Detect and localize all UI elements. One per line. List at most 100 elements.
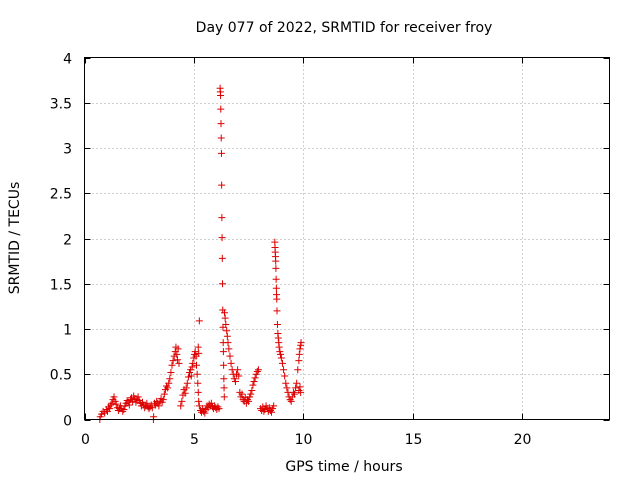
x-tick-label: 20 bbox=[514, 432, 532, 448]
data-point bbox=[218, 214, 226, 222]
data-point bbox=[254, 366, 262, 374]
data-point bbox=[223, 332, 231, 340]
data-point bbox=[297, 339, 305, 347]
data-point bbox=[167, 368, 175, 376]
data-point bbox=[125, 401, 133, 409]
data-point bbox=[218, 254, 226, 262]
data-point bbox=[272, 284, 280, 292]
data-point bbox=[145, 405, 153, 413]
data-point bbox=[166, 375, 174, 383]
data-point bbox=[217, 134, 225, 142]
data-point bbox=[114, 406, 122, 414]
data-point bbox=[168, 361, 176, 369]
data-point bbox=[224, 339, 232, 347]
data-point bbox=[219, 280, 227, 288]
data-point bbox=[231, 377, 239, 385]
data-point bbox=[294, 366, 302, 374]
data-point bbox=[217, 120, 225, 128]
data-point bbox=[278, 359, 286, 367]
data-point bbox=[112, 400, 120, 408]
data-point bbox=[141, 404, 149, 412]
chart-title: Day 077 of 2022, SRMTID for receiver fro… bbox=[196, 20, 493, 36]
data-point bbox=[217, 92, 225, 100]
data-point bbox=[270, 402, 278, 410]
data-point bbox=[283, 384, 291, 392]
data-point bbox=[220, 384, 228, 392]
data-point bbox=[297, 388, 305, 396]
data-point bbox=[287, 397, 295, 405]
data-point bbox=[250, 377, 258, 385]
y-axis-label: SRMTID / TECUs bbox=[7, 182, 23, 295]
data-point bbox=[272, 275, 280, 283]
data-point bbox=[174, 345, 182, 353]
data-point bbox=[217, 105, 225, 113]
data-point bbox=[220, 361, 228, 369]
data-point bbox=[248, 387, 256, 395]
data-point bbox=[218, 234, 226, 242]
data-point bbox=[226, 352, 234, 360]
data-point bbox=[164, 384, 172, 392]
x-tick-label: 5 bbox=[190, 432, 199, 448]
data-point bbox=[110, 393, 118, 401]
x-tick-labels: 0 5 10 15 20 bbox=[81, 432, 531, 448]
data-point bbox=[238, 390, 246, 398]
data-point bbox=[273, 307, 281, 315]
data-point bbox=[187, 372, 195, 380]
data-point bbox=[247, 390, 255, 398]
data-point bbox=[272, 264, 280, 272]
data-point bbox=[245, 397, 253, 405]
data-point bbox=[195, 317, 203, 325]
data-point bbox=[194, 343, 202, 351]
data-point bbox=[291, 390, 298, 398]
x-tick-label: 15 bbox=[405, 432, 423, 448]
data-point bbox=[289, 388, 297, 396]
data-point bbox=[119, 407, 127, 415]
data-point bbox=[184, 373, 192, 381]
data-point bbox=[280, 366, 288, 374]
data-point bbox=[175, 359, 183, 367]
data-point bbox=[220, 375, 228, 383]
data-point bbox=[225, 345, 233, 353]
data-point bbox=[253, 368, 261, 376]
data-point bbox=[295, 357, 303, 365]
data-point bbox=[293, 379, 301, 387]
data-point bbox=[277, 354, 285, 362]
data-point bbox=[173, 356, 181, 364]
data-point bbox=[107, 401, 115, 409]
data-point bbox=[215, 405, 223, 413]
data-point bbox=[101, 409, 109, 417]
data-point bbox=[193, 370, 201, 378]
data-point bbox=[219, 348, 227, 356]
data-point bbox=[177, 402, 185, 410]
data-point bbox=[160, 390, 168, 398]
x-tick-label: 10 bbox=[295, 432, 313, 448]
y-tick-label: 1 bbox=[63, 323, 72, 339]
y-tick-label: 4 bbox=[63, 52, 72, 68]
data-point bbox=[218, 181, 226, 189]
data-point bbox=[181, 389, 189, 397]
data-point bbox=[251, 374, 259, 382]
data-point bbox=[189, 359, 197, 367]
data-point bbox=[296, 345, 304, 353]
data-point bbox=[108, 399, 116, 407]
data-point bbox=[272, 257, 280, 265]
data-point bbox=[191, 348, 199, 356]
data-point bbox=[188, 363, 196, 371]
data-point bbox=[221, 314, 229, 322]
data-point bbox=[193, 361, 200, 369]
grid-lines bbox=[84, 57, 610, 420]
data-point bbox=[173, 350, 181, 358]
y-tick-label: 3 bbox=[63, 142, 72, 158]
data-point bbox=[214, 403, 222, 411]
data-point bbox=[143, 399, 151, 407]
data-point bbox=[106, 405, 114, 413]
data-point bbox=[296, 383, 304, 391]
y-tick-label: 3.5 bbox=[50, 97, 72, 113]
y-tick-label: 1.5 bbox=[50, 278, 72, 294]
data-point bbox=[273, 295, 281, 303]
data-point bbox=[217, 149, 225, 157]
data-point bbox=[223, 327, 231, 335]
data-point bbox=[201, 409, 209, 417]
data-point bbox=[234, 366, 242, 374]
